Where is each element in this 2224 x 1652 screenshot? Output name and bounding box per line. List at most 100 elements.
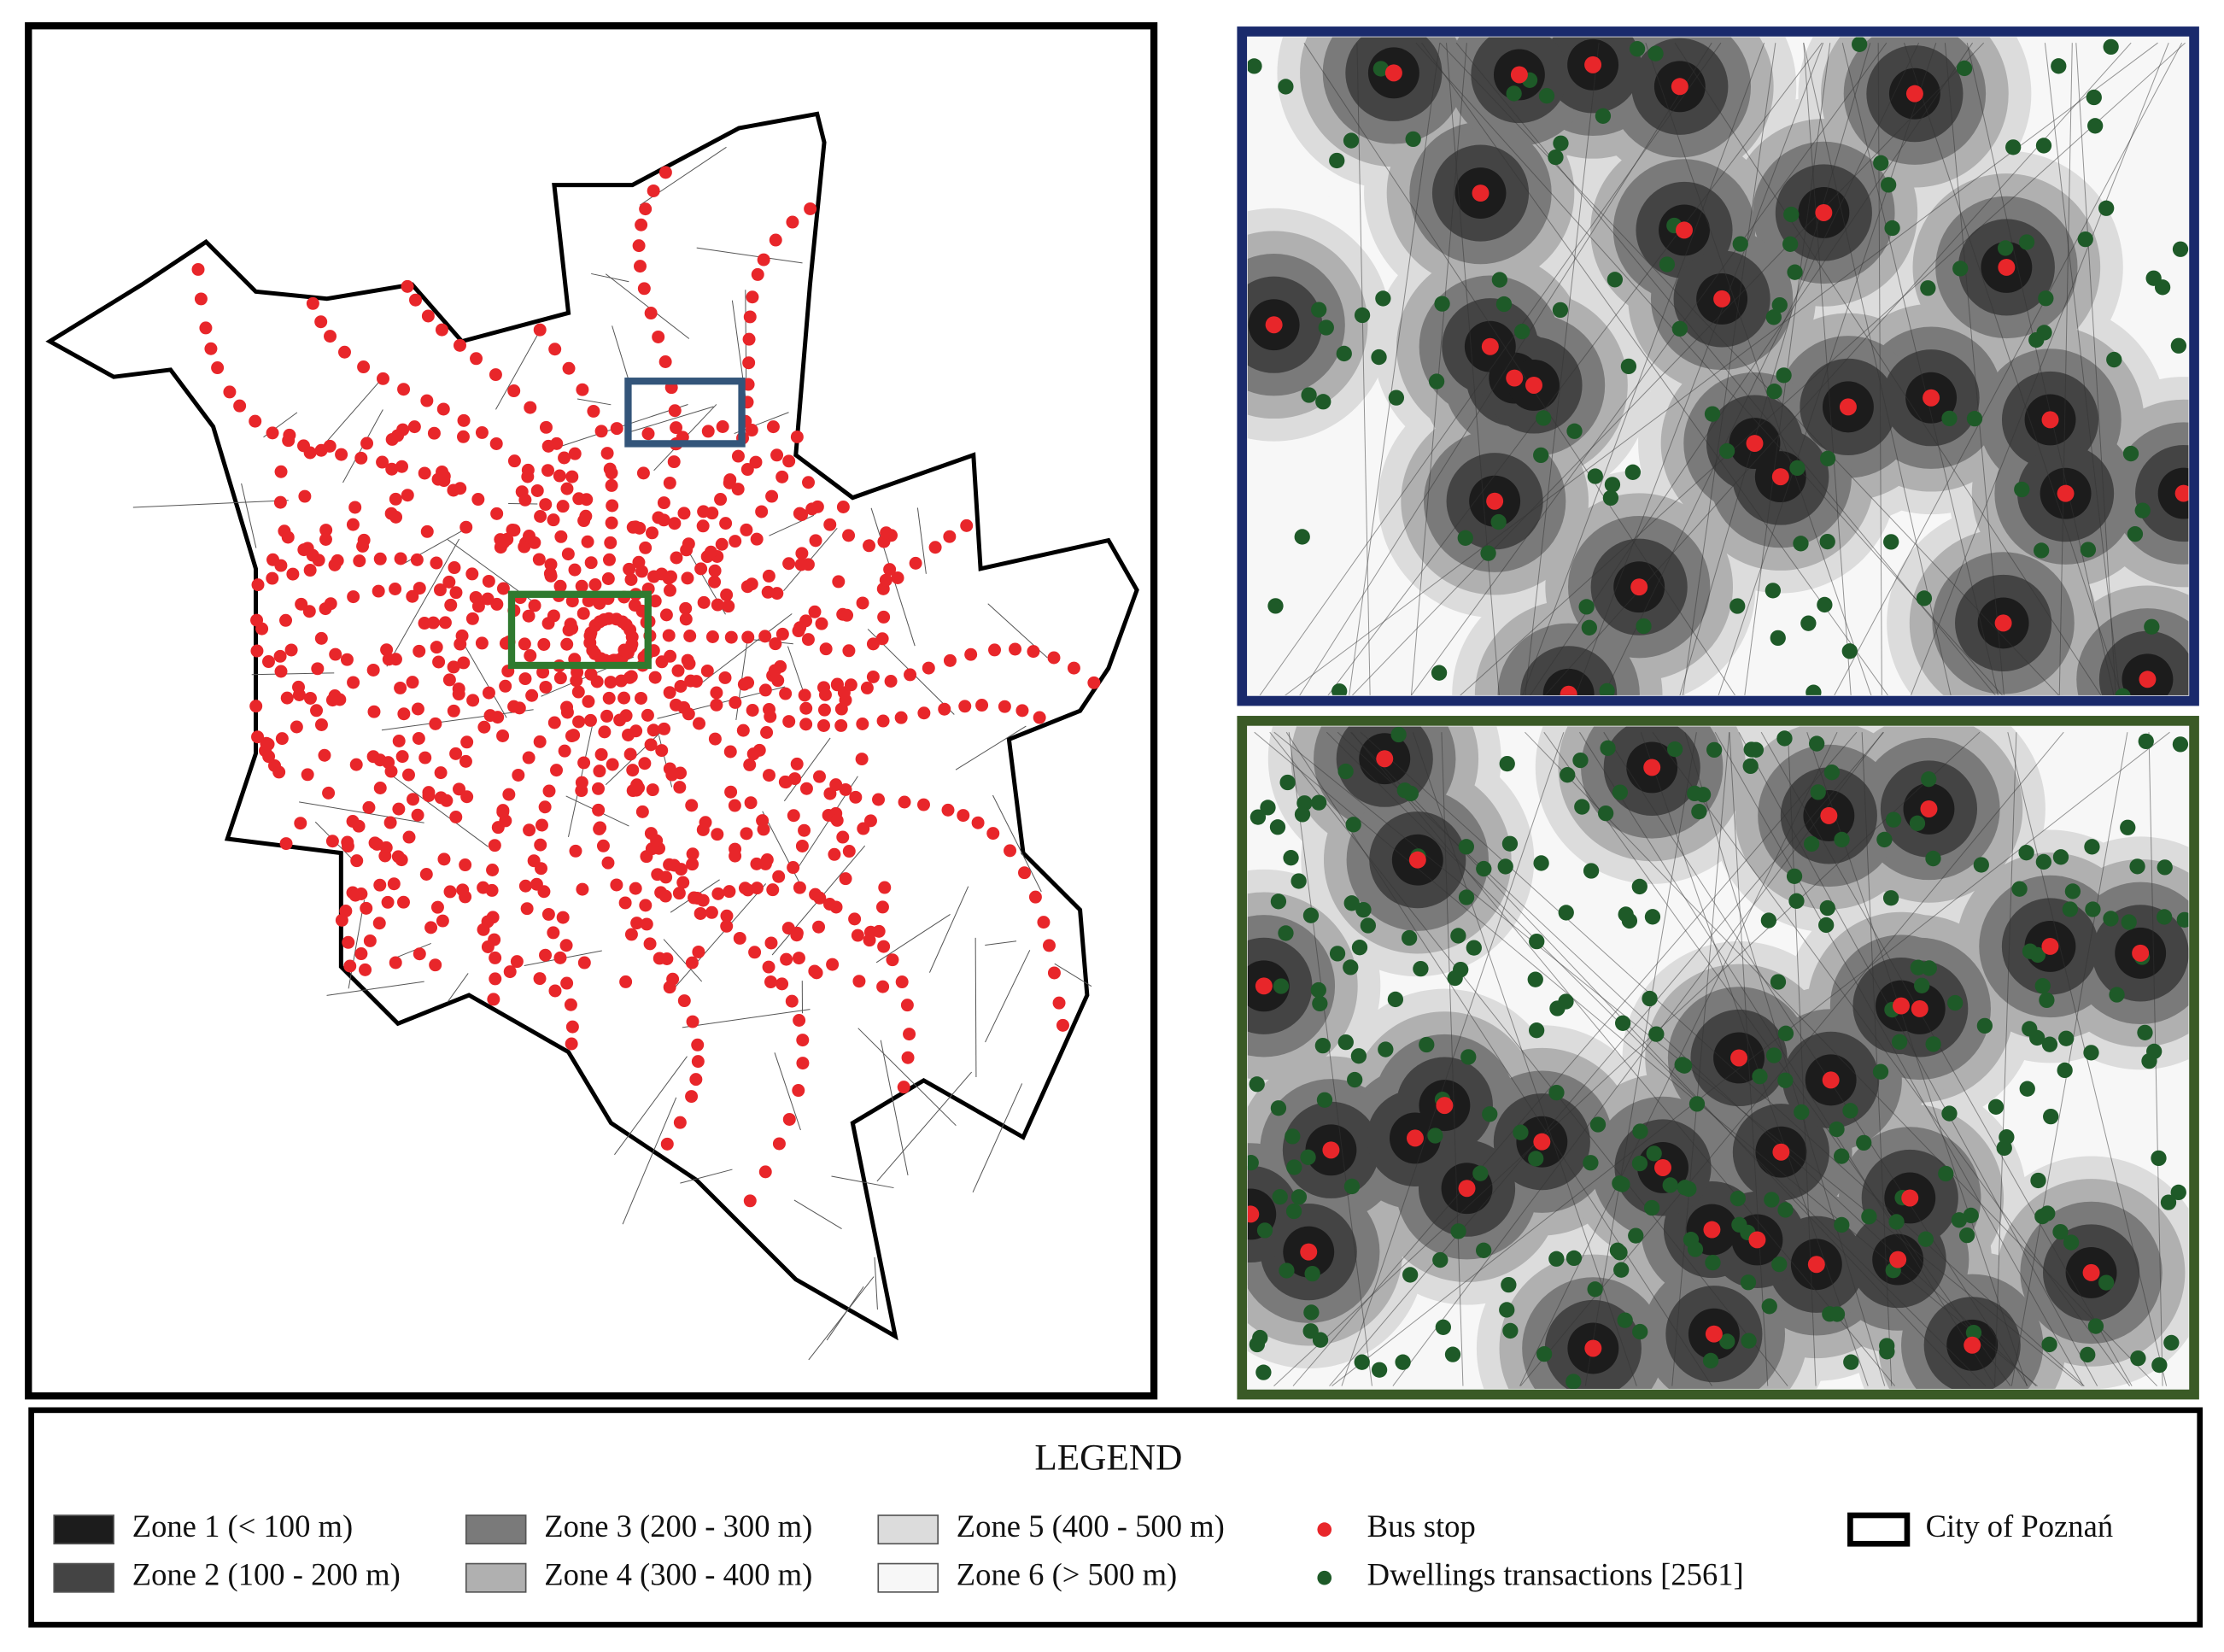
zoom-centre-frame xyxy=(1237,716,2199,1400)
bus-stop xyxy=(290,720,303,734)
dwelling xyxy=(1311,302,1327,318)
bus-stop xyxy=(635,805,649,818)
bus-stop xyxy=(1052,996,1066,1010)
bus-stop xyxy=(928,541,942,554)
bus-stop xyxy=(547,926,560,940)
bus-stop xyxy=(380,643,394,657)
dwelling xyxy=(2172,241,2189,257)
bus-stop xyxy=(459,754,472,768)
street xyxy=(560,404,688,447)
bus-stop xyxy=(382,653,395,666)
street xyxy=(972,1083,1023,1193)
bus-stop xyxy=(750,532,764,546)
bus-stop xyxy=(938,702,951,716)
dwelling xyxy=(1910,959,1927,975)
bus-stop xyxy=(764,936,778,950)
dwelling xyxy=(1343,895,1360,911)
bus-stop xyxy=(1408,851,1426,869)
bus-stop xyxy=(958,700,972,713)
street xyxy=(1421,42,1888,695)
dwelling xyxy=(2063,1234,2080,1251)
bus-stop xyxy=(456,883,470,897)
dwelling xyxy=(1548,1251,1565,1267)
bus-stop xyxy=(758,1165,772,1179)
dwelling xyxy=(1528,1022,1545,1039)
bus-stop xyxy=(691,1038,705,1052)
dwelling xyxy=(1917,1231,1934,1247)
dwelling xyxy=(1529,933,1545,950)
dwelling xyxy=(1963,1207,1979,1224)
dwelling xyxy=(2134,502,2151,518)
dwelling xyxy=(1286,1159,1302,1175)
bus-stop xyxy=(342,935,355,949)
dwelling xyxy=(1691,803,1707,820)
bus-stop xyxy=(686,1015,699,1028)
street xyxy=(622,1097,677,1225)
dwelling xyxy=(1304,1265,1320,1282)
bus-stop xyxy=(883,563,897,577)
dwelling xyxy=(2138,733,2154,750)
dwelling xyxy=(1777,1072,1794,1088)
street xyxy=(916,507,927,574)
bus-stop xyxy=(489,436,503,450)
legend-swatch xyxy=(465,1562,527,1593)
bus-stop xyxy=(392,802,406,816)
bus-stop xyxy=(658,166,672,179)
bus-stop xyxy=(477,881,490,894)
bus-stop xyxy=(395,750,409,764)
dwelling xyxy=(1687,1241,1704,1257)
bus-stop xyxy=(799,718,813,731)
bus-stop xyxy=(641,427,655,441)
bus-stop xyxy=(496,805,510,819)
bus-stop xyxy=(625,630,639,644)
dwelling xyxy=(2014,481,2030,498)
street xyxy=(1273,731,1981,1386)
bus-stop xyxy=(273,649,287,663)
bus-stop xyxy=(262,750,276,764)
dwelling xyxy=(1329,152,1345,169)
bus-stop xyxy=(1822,1071,1840,1089)
bus-stop xyxy=(486,863,500,876)
bus-stop xyxy=(769,233,782,247)
dwelling xyxy=(1255,1364,1272,1380)
bus-stop xyxy=(562,361,576,375)
dwelling xyxy=(1499,1302,1515,1318)
bus-stop xyxy=(760,726,774,739)
bus-stop xyxy=(539,420,553,434)
bus-stop xyxy=(674,863,688,876)
bus-stop xyxy=(323,439,337,453)
bus-stop xyxy=(532,553,546,566)
bus-stop xyxy=(697,595,711,609)
dwelling xyxy=(2057,1062,2073,1079)
bus-stop xyxy=(359,963,372,976)
bus-stop xyxy=(960,518,974,532)
bus-stop xyxy=(922,661,935,675)
dwelling xyxy=(1413,960,1429,977)
street xyxy=(974,937,977,1077)
bus-stop xyxy=(518,879,532,893)
bus-stop xyxy=(604,676,617,689)
bus-stop xyxy=(429,958,442,972)
street xyxy=(348,899,366,989)
dwelling xyxy=(1458,839,1474,855)
bus-stop xyxy=(349,758,363,771)
bus-stop xyxy=(279,837,293,851)
bus-stop xyxy=(710,686,723,700)
bus-stop xyxy=(637,282,651,296)
bus-stop xyxy=(700,664,714,677)
bus-stop xyxy=(852,975,866,988)
dwelling xyxy=(1648,1026,1665,1042)
bus-stop xyxy=(447,483,460,497)
dwelling xyxy=(1787,264,1803,280)
dwelling xyxy=(1819,450,1836,466)
bus-stop xyxy=(714,493,728,507)
bus-stop xyxy=(521,463,535,477)
dwelling xyxy=(1536,410,1552,426)
dwelling xyxy=(1375,290,1391,307)
bus-stop xyxy=(292,688,306,701)
bus-stop xyxy=(575,776,588,789)
bus-stop xyxy=(360,901,373,915)
bus-stop xyxy=(565,470,579,483)
street xyxy=(1326,731,1987,1386)
dwelling xyxy=(1301,387,1317,403)
